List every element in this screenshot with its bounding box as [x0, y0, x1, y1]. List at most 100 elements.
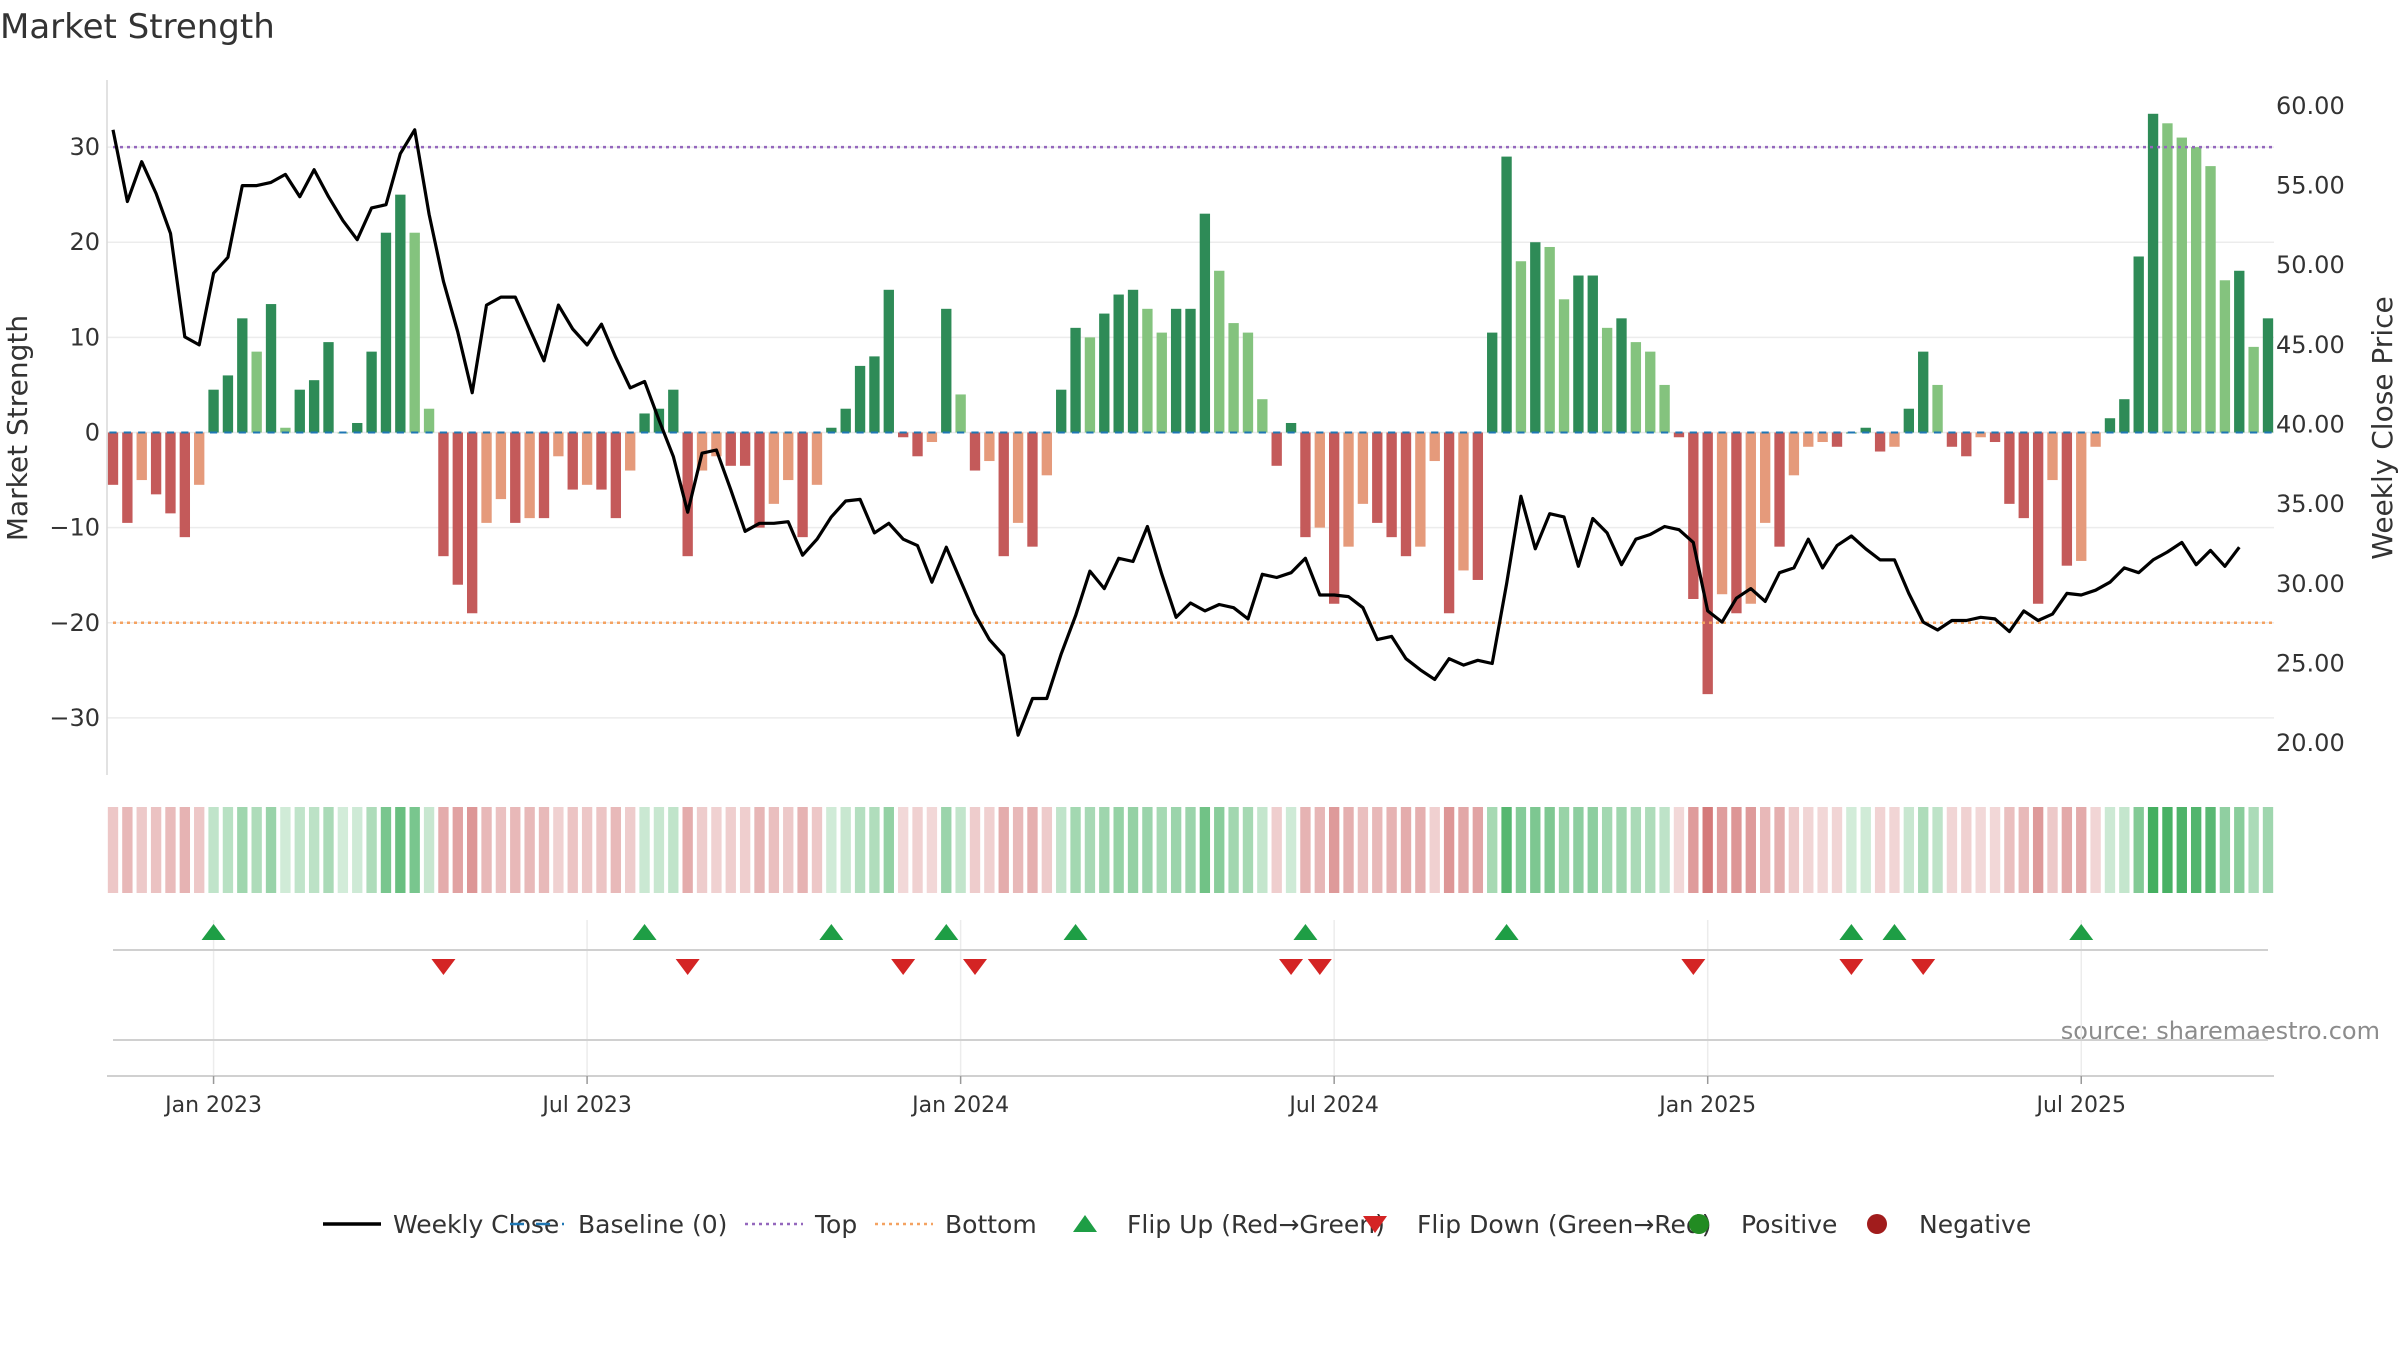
heat-cell: [1285, 807, 1297, 893]
heat-cell: [122, 807, 133, 893]
strength-bar: [2133, 256, 2144, 433]
strength-bar: [668, 389, 679, 433]
strength-bar: [625, 432, 636, 471]
heat-cell: [1170, 807, 1182, 893]
strength-bar: [840, 408, 851, 433]
heat-cell: [1716, 807, 1728, 893]
strength-bar: [581, 432, 593, 485]
heat-cell: [1415, 807, 1426, 893]
strength-bar: [1185, 308, 1196, 433]
strength-bar: [984, 432, 995, 462]
heat-cell: [1185, 807, 1196, 893]
heat-cell: [1616, 807, 1627, 893]
legend-label: Top: [814, 1210, 857, 1239]
strength-bar: [1357, 432, 1369, 504]
heat-cell: [1918, 807, 1929, 893]
heat-cell: [524, 807, 535, 893]
heat-cell: [280, 807, 291, 893]
legend-item: Bottom: [875, 1210, 1037, 1239]
heat-cell: [136, 807, 147, 893]
strength-bar: [2219, 280, 2231, 433]
strength-bar: [1343, 432, 1354, 547]
levels-layer: [109, 145, 2272, 625]
strength-bar: [797, 432, 808, 538]
heat-cell: [452, 807, 463, 893]
x-tick-label: Jul 2025: [2034, 1093, 2126, 1118]
strength-bar: [1070, 327, 1081, 433]
heat-cell: [1573, 807, 1584, 893]
heatmap-strip: [107, 807, 2274, 893]
flip-down-marker: [1279, 959, 1304, 975]
heat-cell: [854, 807, 866, 893]
strength-bar: [897, 432, 909, 438]
strength-bar: [1932, 384, 1943, 433]
weekly-close-line: [111, 128, 2241, 737]
heat-cell: [2032, 807, 2044, 893]
strength-bar: [1702, 432, 1713, 695]
heat-cell: [1199, 807, 1211, 893]
strength-bar: [510, 432, 521, 523]
x-tick-label: Jan 2024: [910, 1093, 1009, 1118]
flip-up-marker: [1882, 924, 1907, 940]
heat-cell: [2104, 807, 2116, 893]
heat-cell: [222, 807, 234, 893]
axis-layer: 30 20 10 0 −10 −20 −30 60.00 55.00 50.00 45.00 40.0…: [49, 80, 2345, 775]
strength-bar: [1501, 156, 1512, 433]
heat-cell: [754, 807, 765, 893]
heat-cell: [194, 807, 205, 893]
strength-bar: [1803, 432, 1814, 447]
heat-cell: [912, 807, 923, 893]
heat-cell: [1386, 807, 1397, 893]
heat-cell: [1142, 807, 1153, 893]
legend-item: Flip Up (Red→Green): [1073, 1210, 1385, 1239]
strength-bar: [366, 351, 377, 433]
strength-bar: [969, 432, 981, 471]
heat-cell: [1932, 807, 1943, 893]
strength-bar: [1041, 432, 1053, 476]
heat-cell: [165, 807, 176, 893]
heat-cell: [1027, 807, 1038, 893]
y-tick-label-left: 30: [69, 133, 100, 161]
heat-cell: [567, 807, 578, 893]
y-tick-label-left: −10: [49, 514, 100, 542]
heat-cell: [2248, 807, 2259, 893]
y-tick-label-left: 0: [85, 419, 100, 447]
heat-cell: [639, 807, 650, 893]
heat-cell: [1846, 807, 1857, 893]
strength-bar: [323, 342, 334, 433]
heat-cell: [2119, 807, 2130, 893]
heat-cell: [941, 807, 952, 893]
strength-bar: [1961, 432, 1972, 457]
y-tick-label-left: 10: [69, 323, 100, 351]
strength-bar: [2061, 432, 2073, 566]
heat-cell: [1831, 807, 1843, 893]
legend-item: Baseline (0): [510, 1210, 727, 1239]
heat-cell: [1946, 807, 1958, 893]
bars-layer: [107, 113, 2274, 695]
strength-bar: [208, 389, 219, 433]
flip-up-marker: [632, 924, 657, 940]
strength-bar: [955, 394, 966, 433]
strength-bar: [941, 308, 952, 433]
heat-cell: [2176, 807, 2187, 893]
strength-bar: [1587, 275, 1598, 433]
strength-bar: [495, 432, 507, 500]
heat-cell: [2190, 807, 2202, 893]
strength-bar: [1285, 422, 1297, 433]
flip-up-marker: [1293, 924, 1318, 940]
flip-down-marker: [963, 959, 987, 975]
x-tick-label: Jan 2023: [163, 1093, 262, 1118]
heat-cell: [1645, 807, 1656, 893]
heat-cell: [553, 807, 564, 893]
heat-cell: [1558, 807, 1570, 893]
strength-bar: [739, 432, 751, 466]
strength-bar: [423, 408, 435, 433]
heat-cell: [1271, 807, 1282, 893]
strength-bar: [1113, 294, 1124, 433]
strength-bar: [1817, 432, 1828, 443]
strength-bar: [308, 380, 320, 433]
strength-bar: [1271, 432, 1282, 466]
flip-down-marker: [675, 959, 700, 975]
heat-cell: [1300, 807, 1311, 893]
y-tick-label-right: 55.00: [2276, 172, 2345, 200]
